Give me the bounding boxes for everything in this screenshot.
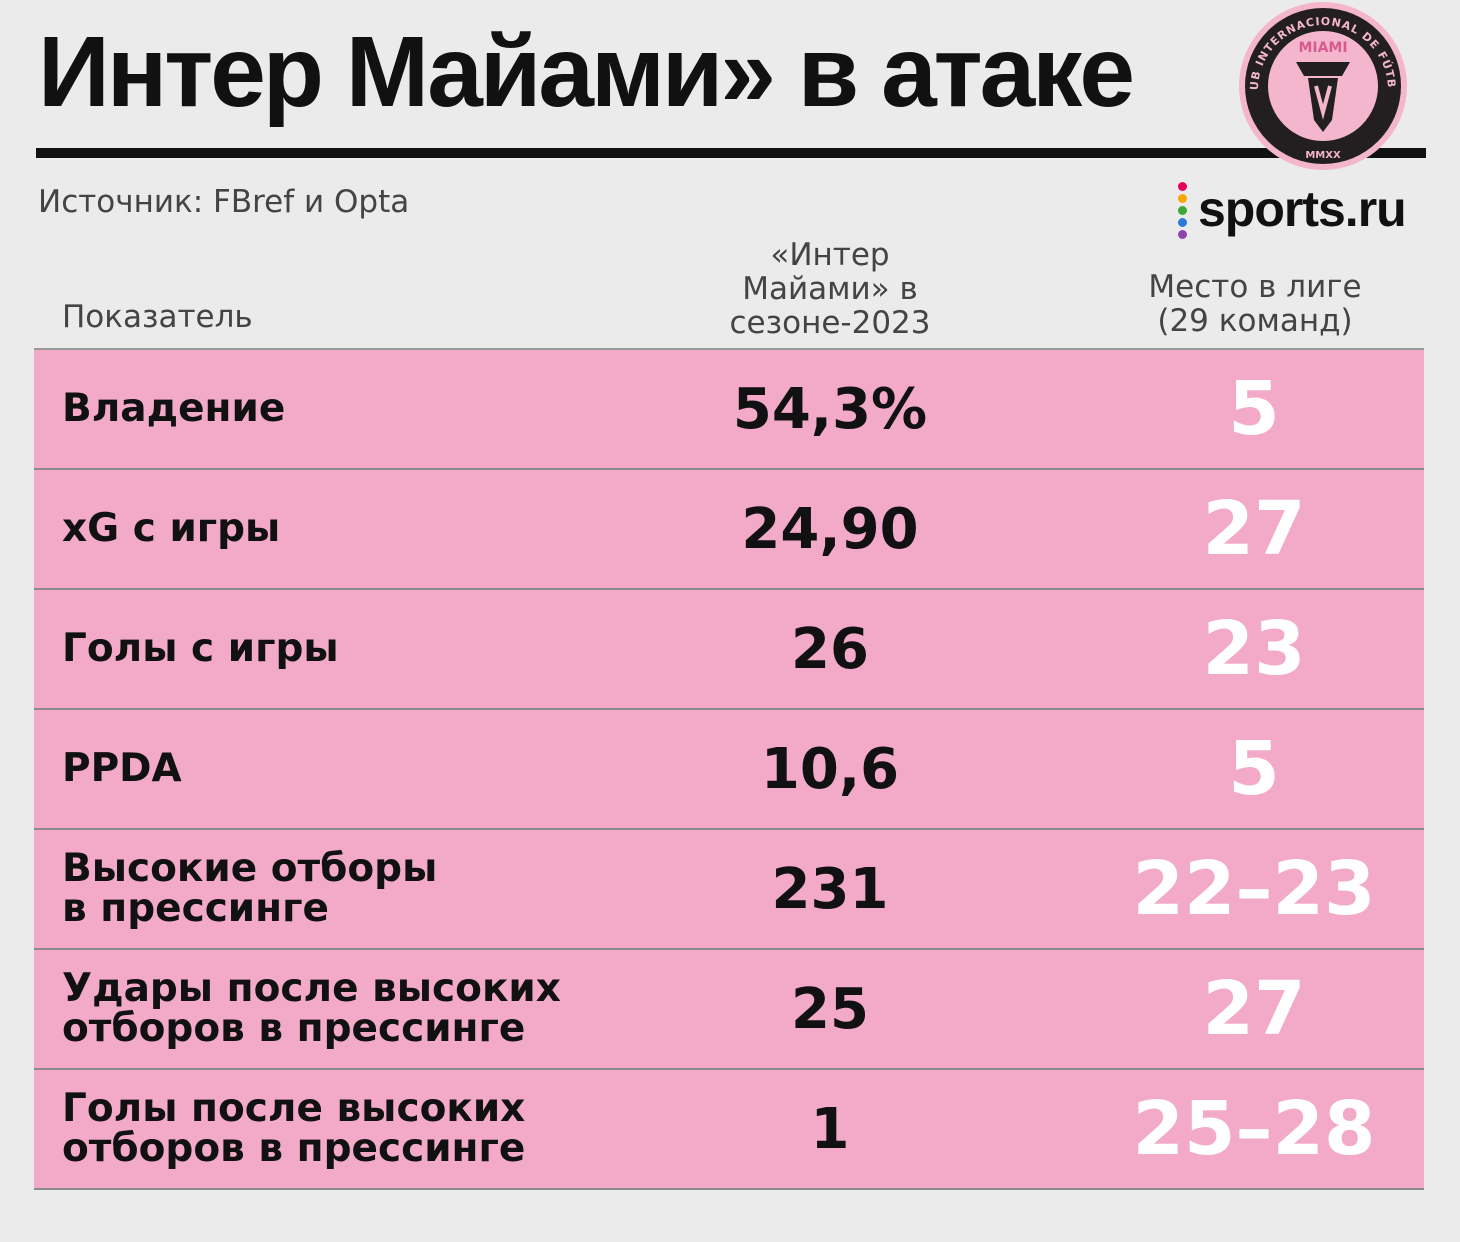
metric-label: Голы после высоких отборов в прессинге [62, 1086, 526, 1171]
league-rank: 5 [1228, 366, 1280, 452]
table-row: PPDA 10,6 5 [34, 710, 1424, 830]
metric-label: Высокие отборы в прессинге [62, 846, 438, 931]
brand-wordmark: sports.ru [1198, 181, 1407, 237]
league-rank: 27 [1202, 486, 1306, 572]
table-row: Владение 54,3% 5 [34, 350, 1424, 470]
league-rank: 25–28 [1132, 1086, 1376, 1172]
brand-dot [1178, 206, 1187, 215]
metric-value: 231 [771, 856, 889, 922]
column-header-rank: Место в лиге (29 команд) [1105, 270, 1405, 338]
brand-dot [1178, 194, 1187, 203]
table-row: Удары после высоких отборов в прессинге 2… [34, 950, 1424, 1070]
column-header-metric: Показатель [62, 299, 253, 335]
metric-label: Голы с игры [62, 626, 339, 671]
page-title: Интер Майами» в атаке [38, 16, 1135, 128]
league-rank: 23 [1202, 606, 1306, 692]
metric-value: 26 [791, 616, 869, 682]
table-row: Голы после высоких отборов в прессинге 1 2… [34, 1070, 1424, 1190]
league-rank: 22–23 [1132, 846, 1376, 932]
table-row: xG с игры 24,90 27 [34, 470, 1424, 590]
column-header-value-line: сезоне-2023 [729, 305, 931, 341]
metric-value: 10,6 [760, 736, 900, 802]
logo-year-text: MMXX [1305, 150, 1341, 161]
header-divider [34, 348, 1424, 350]
metric-value: 24,90 [741, 496, 919, 562]
column-header-rank-line: (29 команд) [1157, 303, 1353, 339]
league-rank: 5 [1228, 726, 1280, 812]
brand-dot [1178, 218, 1187, 227]
table-row: Голы с игры 26 23 [34, 590, 1424, 710]
table-row: Высокие отборы в прессинге 231 22–23 [34, 830, 1424, 950]
inter-miami-logo: CLUB INTERNACIONAL DE FÚTBOL MMXX MIAMI [1228, 0, 1407, 170]
column-header-value: «Интер Майами» в сезоне-2023 [690, 238, 970, 340]
brand-dots-icon [1178, 182, 1190, 240]
column-header-value-line: «Интер [770, 237, 890, 273]
brand-dot [1178, 230, 1187, 239]
metric-label: PPDA [62, 746, 182, 791]
source-note: Источник: FBref и Opta [38, 184, 410, 220]
brand-dot [1178, 182, 1187, 191]
column-header-value-line: Майами» в [742, 271, 918, 307]
metric-label: xG с игры [62, 506, 281, 551]
metric-value: 25 [791, 976, 869, 1042]
title-underline [36, 148, 1426, 158]
league-rank: 27 [1202, 966, 1306, 1052]
metric-label: Владение [62, 386, 286, 431]
metric-label: Удары после высоких отборов в прессинге [62, 966, 561, 1051]
column-header-rank-line: Место в лиге [1148, 269, 1362, 305]
metric-value: 1 [810, 1096, 850, 1162]
metric-value: 54,3% [732, 376, 928, 442]
logo-miami-text: MIAMI [1298, 40, 1347, 56]
stats-table: Владение 54,3% 5 xG с игры 24,90 27 Голы с игр… [34, 350, 1424, 1190]
sports-ru-brand: sports.ru [1178, 178, 1438, 240]
